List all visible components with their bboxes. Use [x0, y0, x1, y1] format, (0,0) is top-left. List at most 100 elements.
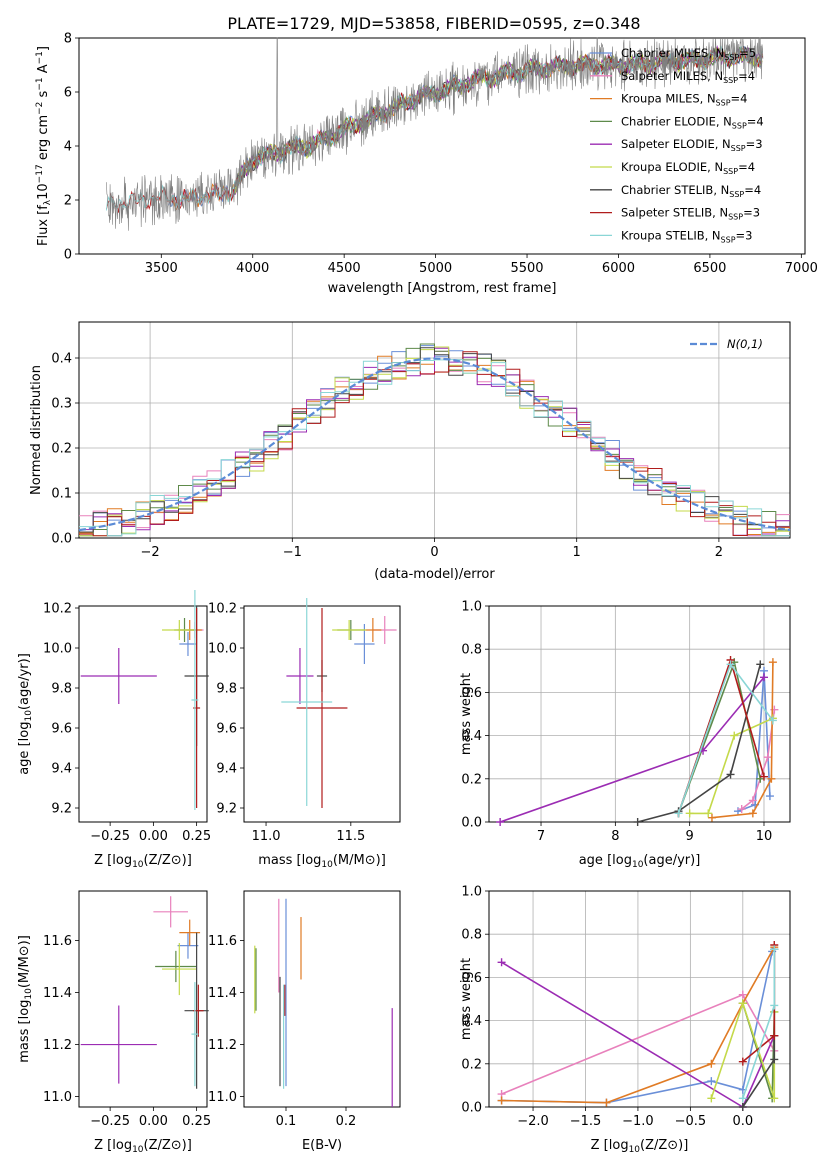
weight-marker — [770, 945, 779, 954]
data-spectrum — [106, 37, 764, 231]
weight-marker — [759, 673, 768, 682]
label-part: (Z/Z⊙)] — [144, 853, 192, 868]
label-part: (age/yr)] — [643, 853, 700, 868]
weight-line — [737, 670, 771, 812]
y-axis-label: mass weight — [459, 673, 474, 755]
y-label-part: 10 — [36, 183, 51, 200]
label-sub: 10 — [132, 860, 144, 870]
legend-entry: Salpeter MILES, NSSP=4 — [621, 69, 755, 85]
legend-entry: N(0,1) — [727, 337, 763, 351]
weight-marker — [726, 660, 735, 669]
axes-frame — [78, 605, 208, 823]
weight-marker — [759, 772, 768, 781]
y-label-part: erg cm — [36, 115, 51, 164]
weight-marker — [704, 809, 713, 818]
y-tick-label: 6 — [64, 86, 72, 101]
weight-marker — [497, 1096, 506, 1105]
legend-entry: Salpeter ELODIE, NSSP=3 — [621, 137, 763, 153]
panel-2: −2 −1 0 1 2 0.0 0.1 0.2 0.3 0.4 N(0,1) (data-model)… — [29, 321, 791, 582]
legend-value: =3 — [746, 137, 763, 151]
x-tick-label: 4500 — [328, 261, 361, 276]
y-tick-label: 0.0 — [51, 532, 72, 547]
label-part: Z [log — [94, 853, 132, 868]
legend-name: Kroupa ELODIE, N — [621, 160, 723, 174]
axes-frame — [488, 890, 791, 1108]
y-tick-label: 0.2 — [461, 772, 482, 787]
legend-sub: SSP — [721, 235, 736, 244]
panel-4: 11.0 11.5 9.2 9.4 9.6 9.8 10.0 10.2 mass [log10(… — [208, 598, 401, 870]
label-part: mass [log — [17, 1000, 32, 1063]
y-tick-label: 0.6 — [461, 686, 482, 701]
y-tick-label: 0.4 — [461, 1014, 482, 1029]
legend-value: =4 — [747, 114, 764, 128]
y-tick-label: 10.0 — [208, 642, 237, 657]
label-sub: 10 — [321, 860, 333, 870]
y-tick-label: 0.6 — [461, 971, 482, 986]
x-tick-label: 11.5 — [336, 829, 365, 844]
legend-entry: Salpeter STELIB, NSSP=3 — [621, 206, 760, 222]
legend-entry: Chabrier STELIB, NSSP=4 — [621, 183, 761, 199]
x-tick-label: 7 — [537, 829, 545, 844]
y-tick-label: 8 — [64, 32, 72, 47]
weight-marker — [738, 999, 747, 1008]
x-tick-label: 0.25 — [182, 1114, 211, 1129]
y-tick-label: 9.8 — [51, 682, 72, 697]
weight-marker — [738, 1057, 747, 1066]
panel-5: 7 8 9 10 0.0 0.2 0.4 0.6 0.8 1.0 mass weight age [l… — [459, 600, 791, 870]
x-tick-label: −2 — [141, 545, 160, 560]
x-axis-label: mass [log10(M/M⊙)] — [258, 853, 386, 870]
weight-marker — [770, 1055, 779, 1064]
x-tick-label: 0.00 — [139, 1114, 168, 1129]
x-tick-label: −1.5 — [570, 1114, 602, 1129]
weight-marker — [730, 731, 739, 740]
x-tick-label: 10 — [756, 829, 773, 844]
y-tick-label: 1.0 — [461, 600, 482, 615]
legend-sub: SSP — [728, 213, 743, 222]
legend-value: =4 — [738, 69, 755, 83]
x-tick-label: −0.5 — [675, 1114, 707, 1129]
y-tick-label: 1.0 — [461, 885, 482, 900]
y-tick-label: 0.4 — [461, 729, 482, 744]
y-tick-label: 9.4 — [51, 762, 72, 777]
y-label-part: s — [36, 90, 51, 101]
y-tick-label: 9.6 — [51, 722, 72, 737]
x-axis-label: Z [log10(Z/Z⊙)] — [94, 1138, 192, 1155]
weight-marker — [768, 658, 777, 667]
y-tick-label: 0.8 — [461, 643, 482, 658]
x-axis-label: age [log10(age/yr)] — [579, 853, 701, 870]
legend-entry: Chabrier ELODIE, NSSP=4 — [621, 114, 764, 130]
y-tick-label: 0.1 — [51, 487, 72, 502]
y-axis-label: mass weight — [459, 958, 474, 1040]
legend-name: Salpeter ELODIE, N — [621, 137, 731, 151]
y-tick-label: 0.3 — [51, 397, 72, 412]
y-tick-label: 0.0 — [461, 1101, 482, 1116]
label-part: (Z/Z⊙)] — [144, 1138, 192, 1153]
weight-marker — [497, 958, 506, 967]
y-tick-label: 0.2 — [51, 442, 72, 457]
y-axis-label: Normed distribution — [29, 365, 44, 495]
weight-marker — [756, 660, 765, 669]
y-tick-label: 11.6 — [208, 934, 237, 949]
histogram-series — [79, 347, 790, 536]
legend-value: =4 — [738, 160, 755, 174]
weight-marker — [707, 1077, 716, 1086]
weight-line — [689, 717, 774, 815]
y-tick-label: 4 — [64, 140, 72, 155]
label-part: mass [log — [258, 853, 321, 868]
x-tick-label: 5500 — [510, 261, 543, 276]
x-tick-label: 0.25 — [182, 829, 211, 844]
y-tick-label: 9.2 — [51, 802, 72, 817]
y-tick-label: 2 — [64, 194, 72, 209]
weight-marker — [768, 716, 777, 725]
legend-value: =4 — [731, 92, 748, 106]
weight-line — [637, 664, 762, 823]
axes-frame — [78, 890, 208, 1108]
x-tick-label: 1 — [573, 545, 581, 560]
panel-8: −2.0 −1.5 −1.0 −0.5 0.0 0.0 0.2 0.4 0.6 0.8 1.0 mas… — [459, 885, 791, 1155]
y-label-part: Flux [f — [36, 205, 51, 246]
y-tick-label: 9.8 — [216, 682, 237, 697]
weight-marker — [765, 792, 774, 801]
legend-name: Chabrier MILES, N — [621, 46, 724, 60]
weight-marker — [496, 818, 505, 826]
y-axis-label: age [log10(age/yr)] — [17, 653, 34, 775]
